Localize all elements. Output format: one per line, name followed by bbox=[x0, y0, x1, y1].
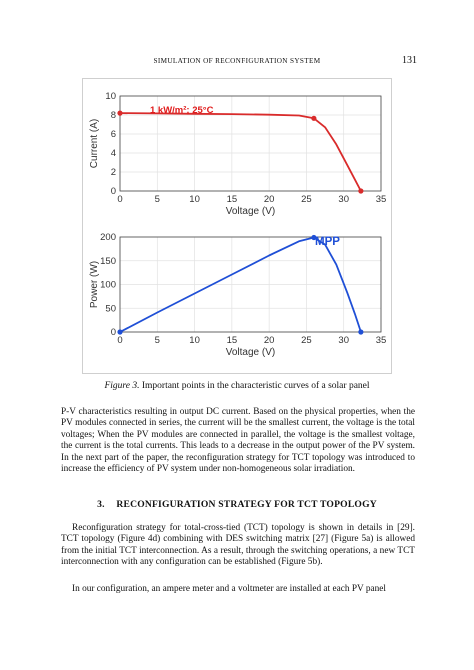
iv-x-tick-label: 10 bbox=[189, 194, 200, 205]
pv-y-tick-label: 50 bbox=[105, 303, 116, 314]
iv-x-tick-label: 5 bbox=[155, 194, 160, 205]
body-paragraph-3: In our configuration, an ampere meter an… bbox=[72, 584, 386, 594]
iv-x-tick-label: 30 bbox=[338, 194, 349, 205]
pv-plot-frame bbox=[119, 236, 382, 333]
section-number: 3. bbox=[97, 499, 105, 510]
figure-3-charts: 0 5 10 15 20 25 30 35 0 2 4 6 8 10 Voltage (V) Current … bbox=[89, 91, 387, 358]
pv-y-tick-label: 150 bbox=[100, 256, 116, 267]
iv-annotation: 1 kW/m²; 25°C bbox=[150, 105, 214, 116]
iv-x-tick-label: 25 bbox=[301, 194, 312, 205]
figure-caption-text: Important points in the characteristic c… bbox=[141, 381, 370, 391]
pv-y-tick-label: 200 bbox=[100, 232, 116, 243]
pv-x-tick-label: 35 bbox=[376, 335, 387, 346]
pv-x-tick-label: 30 bbox=[338, 335, 349, 346]
pv-series-line bbox=[119, 236, 362, 333]
iv-y-tick-label: 0 bbox=[111, 186, 116, 197]
iv-key-point bbox=[358, 188, 364, 194]
page-number: 131 bbox=[402, 55, 417, 66]
iv-y-tick-label: 4 bbox=[111, 148, 116, 159]
pv-x-tick-label: 0 bbox=[117, 335, 122, 346]
pv-key-point bbox=[358, 329, 364, 335]
pv-y-axis-label: Power (W) bbox=[89, 261, 100, 308]
running-head: SIMULATION OF RECONFIGURATION SYSTEM bbox=[153, 57, 321, 65]
iv-y-tick-label: 10 bbox=[105, 91, 116, 102]
pv-key-point bbox=[117, 329, 123, 335]
figure-3: 0 5 10 15 20 25 30 35 0 2 4 6 8 10 Voltage (V) Current … bbox=[82, 78, 392, 374]
mpp-annotation: MPP bbox=[315, 236, 340, 248]
iv-key-point bbox=[311, 115, 317, 121]
pv-y-tick-label: 0 bbox=[111, 327, 116, 338]
iv-key-point bbox=[117, 110, 123, 116]
iv-y-tick-label: 2 bbox=[111, 167, 116, 178]
pv-x-tick-label: 5 bbox=[155, 335, 160, 346]
pv-y-tick-label: 100 bbox=[100, 280, 116, 291]
section-title: RECONFIGURATION STRATEGY FOR TCT TOPOLOG… bbox=[116, 499, 377, 510]
body-paragraph-2: Reconfiguration strategy for total-cross… bbox=[61, 523, 415, 568]
pv-x-tick-label: 20 bbox=[264, 335, 275, 346]
iv-y-tick-label: 6 bbox=[111, 129, 116, 140]
pv-x-tick-label: 25 bbox=[301, 335, 312, 346]
body-paragraph-1: P-V characteristics resulting in output … bbox=[61, 407, 415, 475]
iv-y-axis-label: Current (A) bbox=[89, 119, 100, 168]
pv-x-tick-label: 10 bbox=[189, 335, 200, 346]
figure-caption-label: Figure 3. bbox=[104, 381, 140, 391]
iv-series-line bbox=[119, 112, 362, 192]
iv-y-tick-label: 8 bbox=[111, 110, 116, 121]
pv-x-axis-label: Voltage (V) bbox=[226, 347, 275, 358]
iv-x-axis-label: Voltage (V) bbox=[226, 206, 275, 217]
pv-key-point bbox=[311, 234, 317, 241]
figure-caption: Figure 3. Important points in the charac… bbox=[0, 381, 474, 391]
iv-plot-frame bbox=[119, 95, 382, 192]
iv-x-tick-label: 20 bbox=[264, 194, 275, 205]
iv-x-tick-label: 35 bbox=[376, 194, 387, 205]
iv-x-tick-label: 0 bbox=[117, 194, 122, 205]
iv-x-tick-label: 15 bbox=[227, 194, 238, 205]
pv-x-tick-label: 15 bbox=[227, 335, 238, 346]
section-heading: 3. RECONFIGURATION STRATEGY FOR TCT TOPO… bbox=[0, 499, 474, 510]
